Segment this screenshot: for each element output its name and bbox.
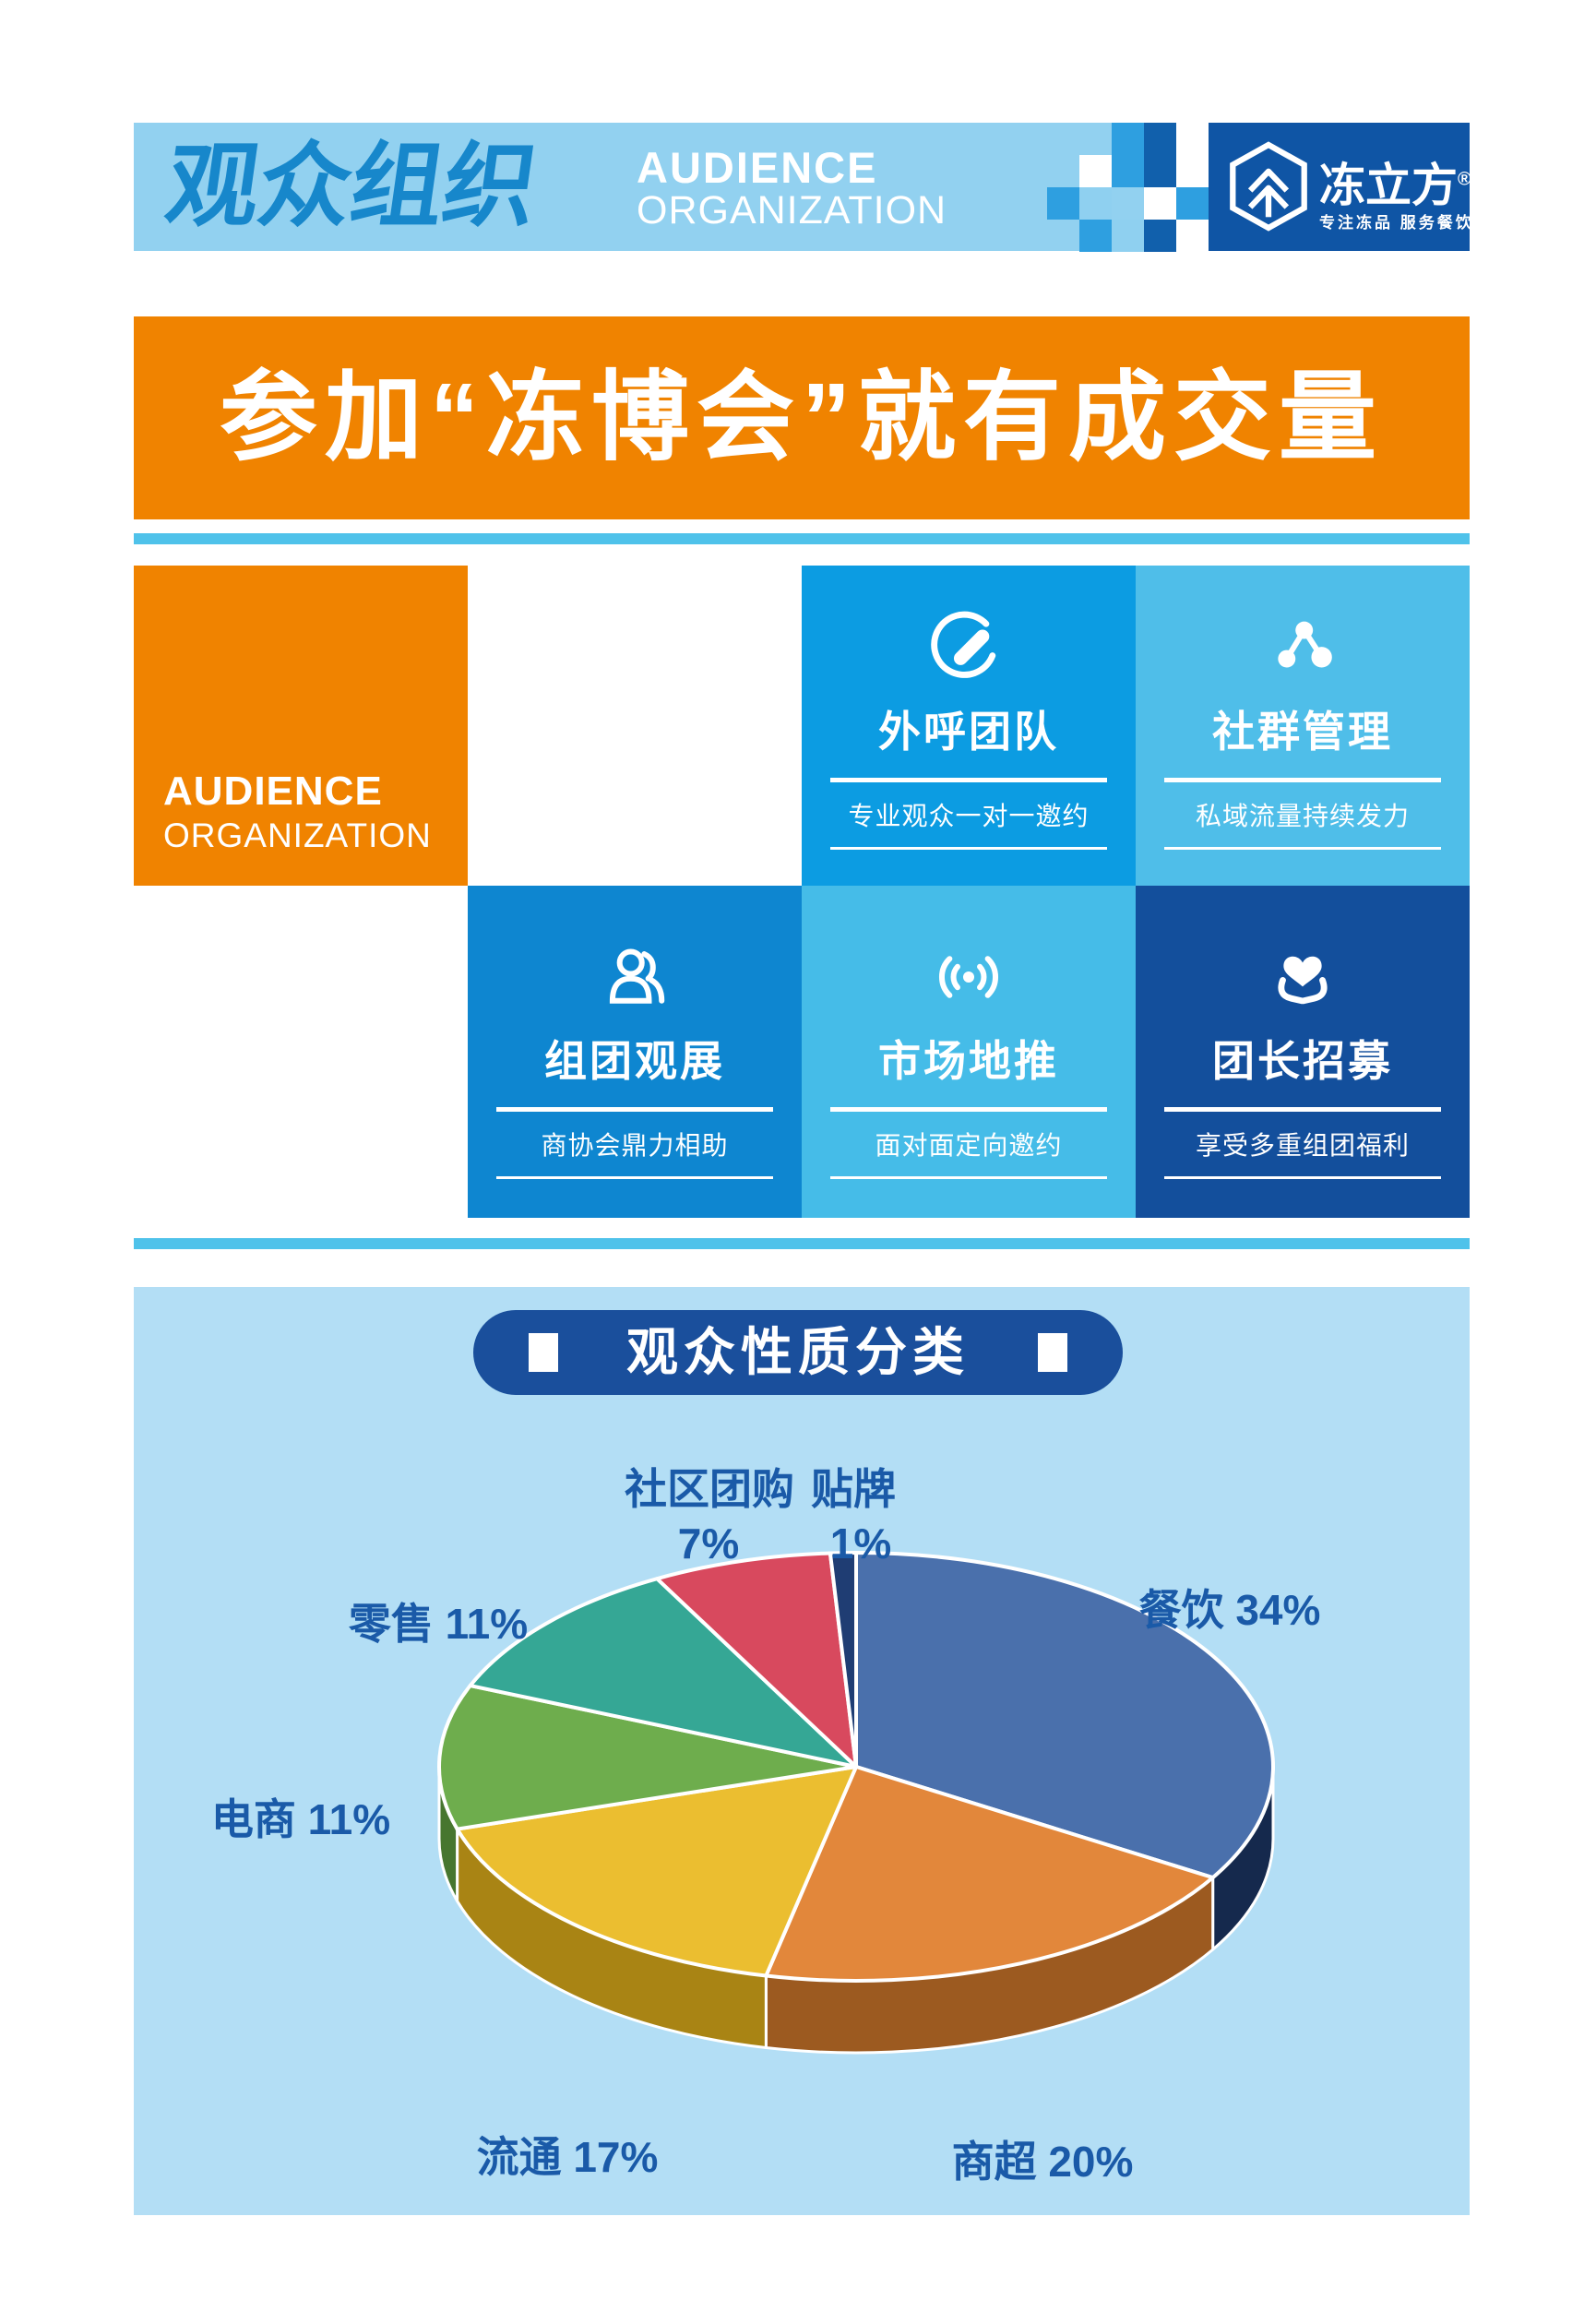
divider-line-top [134,533,1470,544]
mosaic-cell [1144,220,1176,252]
divider-line-bottom [134,1238,1470,1249]
heart-hands-icon [1278,956,1328,1005]
section-title-pill: 观众性质分类 [473,1310,1123,1395]
page-title-en-line2: ORGANIZATION [637,188,947,233]
tile-divider-bottom [830,847,1107,850]
pie-chart [437,1551,1275,2055]
audience-block-line1: AUDIENCE [163,769,383,814]
tile-subtitle: 商协会鼎力相助 [541,1131,729,1160]
pie-label-catering: 餐饮 34% [1138,1586,1321,1634]
mosaic-cell [1112,123,1144,155]
pie-label-retail: 零售 11% [348,1600,529,1648]
tile-divider-bottom [1164,1176,1441,1179]
pie-label-supermarket: 商超 20% [951,2138,1134,2186]
tile-title: 社群管理 [1212,708,1393,756]
tile-subtitle: 面对面定向邀约 [875,1131,1063,1160]
tile-leader-recruitment: 团长招募 享受多重组团福利 [1136,886,1470,1218]
pie-slice-5 [655,1551,858,1769]
tile-divider-bottom [1164,847,1441,850]
tile-divider-top [1164,1107,1441,1112]
pie-label-community-group-buy-pct: 7% [677,1519,740,1567]
registered-mark: ® [1458,169,1471,190]
mosaic-cell [1079,155,1112,187]
pie-slice-2 [455,1765,858,1978]
pie-label-distribution: 流通 17% [476,2133,659,2181]
tile-divider-bottom [496,1176,773,1179]
header-band: 观众组织 AUDIENCE ORGANIZATION [134,123,1144,251]
pie-label-private-label-pct: 1% [829,1519,892,1567]
mosaic-cell [1112,155,1144,187]
pie-label-private-label: 贴牌 [811,1465,896,1513]
pie-slice-1 [764,1765,1215,1983]
pie-slice-3 [437,1684,858,1831]
pixel-mosaic-decoration [1047,123,1209,252]
tile-subtitle: 专业观众一对一邀约 [848,802,1090,830]
mosaic-cell [1112,220,1144,252]
tile-title: 团长招募 [1212,1037,1393,1085]
pie-label-community-group-buy: 社区团购 [625,1465,794,1513]
mosaic-cell [1079,187,1112,220]
headline-banner: 参加“冻博会”就有成交量 [134,316,1470,519]
page-title-english: AUDIENCE ORGANIZATION [637,145,947,232]
tile-divider-top [830,1107,1107,1112]
pie-label-ecommerce: 电商 11% [210,1795,391,1843]
tile-outbound-call-team: 外呼团队 专业观众一对一邀约 [802,566,1136,886]
mosaic-cell [1176,187,1209,220]
pie-slice-6 [828,1551,858,1769]
tile-field-marketing: 市场地推 面对面定向邀约 [802,886,1136,1218]
tile-group-visit: 组团观展 商协会鼎力相助 [468,886,802,1218]
pie-slice-4 [468,1577,858,1769]
group-icon [609,948,665,1004]
page-title: 观众组织 [160,135,543,238]
broadcast-icon [939,956,998,998]
mosaic-cell [1144,155,1176,187]
brand-name-text: 冻立方 [1319,160,1458,211]
mosaic-cell [1047,187,1079,220]
audience-classification-panel: 观众性质分类 社区团购 7% 贴牌 1% 零售 11% 电商 11% 餐饮 34… [134,1287,1470,2215]
tile-divider-top [1164,778,1441,782]
tile-divider-top [496,1107,773,1112]
pill-left-square-icon [529,1333,558,1372]
brand-logo-block: 冻立方® 专注冻品 服务餐饮 [1209,123,1471,251]
tile-title: 外呼团队 [878,708,1059,756]
pill-right-square-icon [1038,1333,1067,1372]
tile-community-management: 社群管理 私域流量持续发力 [1136,566,1470,886]
tile-title: 组团观展 [544,1037,725,1085]
page-title-en-line1: AUDIENCE [637,143,878,192]
tile-title: 市场地推 [878,1037,1059,1085]
brand-name: 冻立方® [1319,149,1471,215]
headline-text: 参加“冻博会”就有成交量 [220,363,1384,472]
tile-divider-top [830,778,1107,782]
mosaic-cell [1079,220,1112,252]
section-title: 观众性质分类 [626,1323,970,1381]
tile-subtitle: 私域流量持续发力 [1195,802,1410,830]
pie-slice-0 [854,1551,1275,1880]
tile-divider-bottom [830,1176,1107,1179]
phone-icon [931,611,996,678]
share-icon [1278,621,1332,668]
mosaic-cell [1144,123,1176,155]
tile-subtitle: 享受多重组团福利 [1195,1131,1410,1160]
mosaic-cell [1144,187,1176,220]
brand-tagline: 专注冻品 服务餐饮 [1319,214,1474,232]
audience-organization-block: AUDIENCE ORGANIZATION [134,566,468,886]
hexagon-logo-icon [1230,141,1307,232]
audience-block-line2: ORGANIZATION [163,816,432,854]
